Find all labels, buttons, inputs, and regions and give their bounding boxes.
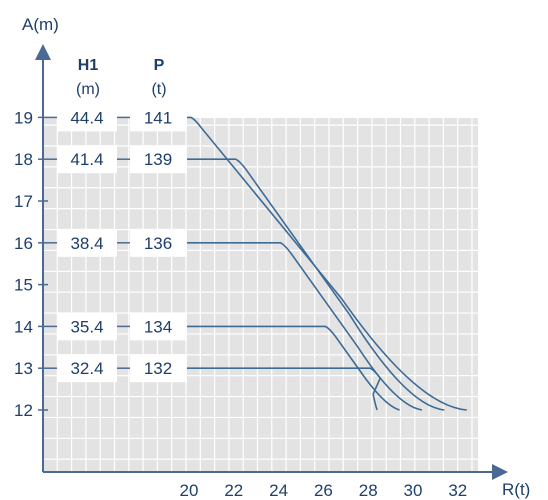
h1-value: 38.4 bbox=[70, 234, 103, 253]
y-tick-label: 15 bbox=[14, 276, 33, 295]
p-value: 141 bbox=[144, 108, 172, 127]
x-tick-label: 26 bbox=[314, 481, 333, 500]
x-tick-label: 28 bbox=[359, 481, 378, 500]
grid-background bbox=[43, 118, 478, 472]
p-cell bbox=[130, 354, 187, 383]
x-axis-title: R(t) bbox=[502, 480, 530, 499]
axes: A(m) R(t) H1 (m) P (t) bbox=[22, 15, 530, 499]
h1-value: 32.4 bbox=[70, 359, 103, 378]
p-value: 134 bbox=[144, 317, 172, 336]
y-tick-label: 13 bbox=[14, 359, 33, 378]
series-line bbox=[187, 116, 467, 411]
h1-value: 41.4 bbox=[70, 150, 103, 169]
x-tick-label: 20 bbox=[180, 481, 199, 500]
y-tick-label: 16 bbox=[14, 234, 33, 253]
p-value: 132 bbox=[144, 359, 172, 378]
series-lines bbox=[187, 116, 467, 411]
series-line bbox=[187, 367, 382, 411]
column-unit-h1: (m) bbox=[76, 81, 100, 98]
h1-cell bbox=[57, 228, 117, 257]
p-cell bbox=[130, 228, 187, 257]
tick-labels: 12 13 14 15 16 17 18 19 20 22 24 26 28 30 32 bbox=[14, 108, 467, 500]
h1-value: 44.4 bbox=[70, 108, 103, 127]
p-cell bbox=[130, 103, 187, 132]
h1-cell bbox=[57, 145, 117, 174]
p-value: 139 bbox=[144, 150, 172, 169]
column-unit-p: (t) bbox=[151, 81, 166, 98]
column-header-p: P bbox=[154, 57, 165, 74]
y-axis-title: A(m) bbox=[22, 15, 59, 34]
series-line bbox=[187, 158, 445, 411]
series-line bbox=[187, 325, 400, 411]
plot-grid bbox=[43, 118, 478, 472]
column-header-h1: H1 bbox=[78, 57, 99, 74]
p-cell bbox=[130, 312, 187, 341]
p-cell bbox=[130, 145, 187, 174]
p-value: 136 bbox=[144, 234, 172, 253]
y-tick-label: 12 bbox=[14, 401, 33, 420]
y-tick-label: 14 bbox=[14, 317, 33, 336]
y-tick-label: 19 bbox=[14, 108, 33, 127]
x-tick-label: 22 bbox=[224, 481, 243, 500]
h1-value: 35.4 bbox=[70, 317, 103, 336]
y-tick-label: 17 bbox=[14, 192, 33, 211]
x-tick-label: 32 bbox=[448, 481, 467, 500]
series-line bbox=[187, 242, 423, 411]
x-tick-label: 30 bbox=[404, 481, 423, 500]
h1-cell bbox=[57, 354, 117, 383]
x-tick-label: 24 bbox=[269, 481, 288, 500]
h1-p-table: 44.4 141 41.4 139 38.4 136 35.4 134 32.4 132 bbox=[48, 103, 187, 383]
h1-cell bbox=[57, 103, 117, 132]
h1-cell bbox=[57, 312, 117, 341]
y-tick-label: 18 bbox=[14, 150, 33, 169]
